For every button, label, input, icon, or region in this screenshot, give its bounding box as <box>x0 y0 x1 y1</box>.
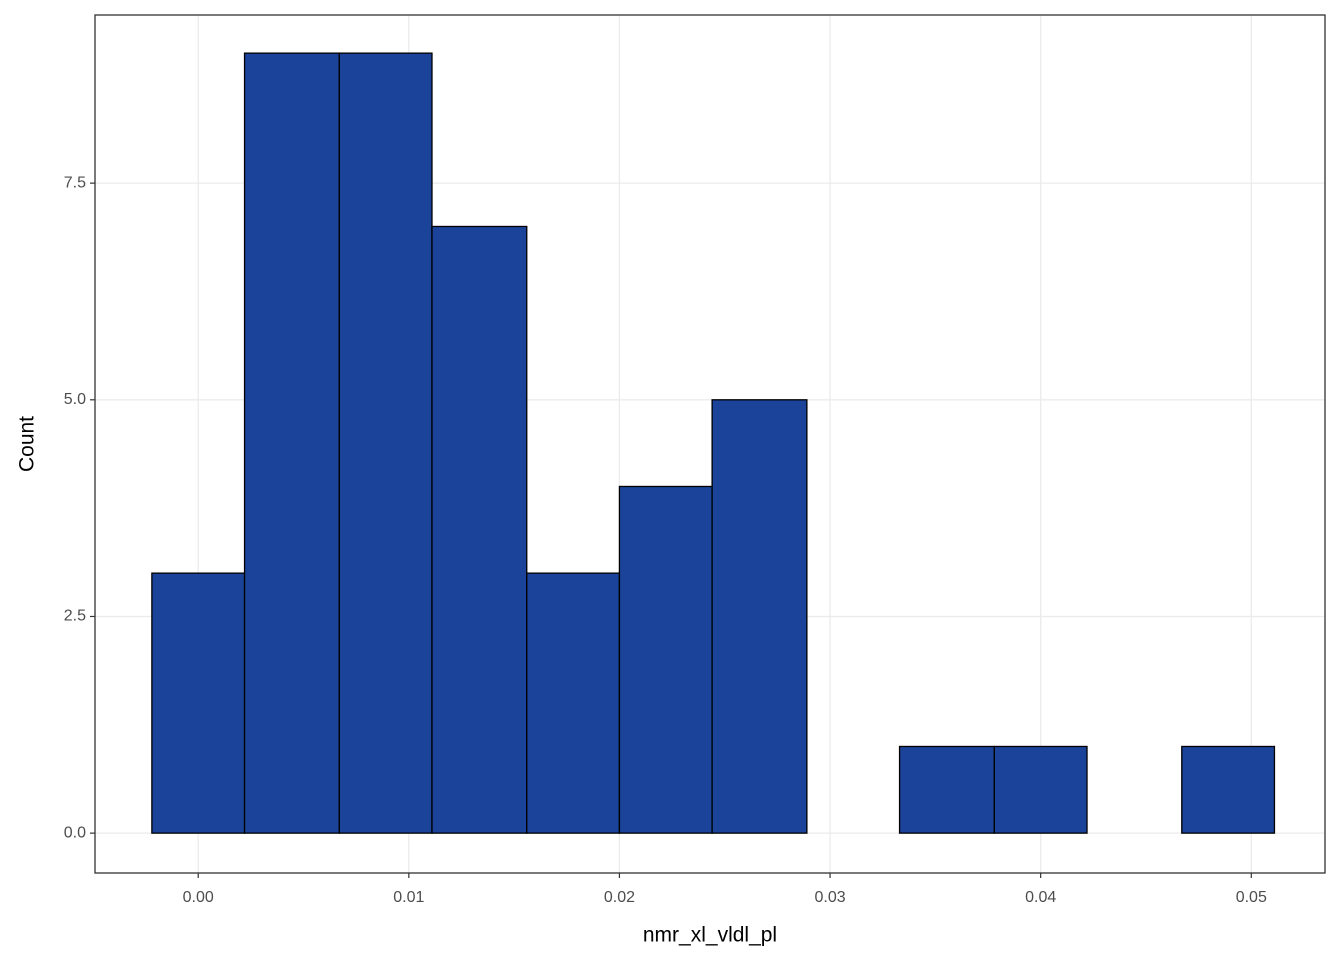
x-tick-label: 0.02 <box>604 889 635 906</box>
x-tick-label: 0.00 <box>183 889 214 906</box>
x-axis-title: nmr_xl_vldl_pl <box>643 924 777 947</box>
bar <box>711 399 808 834</box>
x-tick-label: 0.04 <box>1025 889 1056 906</box>
y-tick-label: 0.0 <box>64 824 86 841</box>
y-axis-title: Count <box>16 416 39 472</box>
bar <box>151 572 246 834</box>
bar <box>243 52 340 834</box>
y-tick-label: 7.5 <box>64 174 86 191</box>
x-tick-label: 0.03 <box>814 889 845 906</box>
bar <box>993 745 1088 834</box>
x-tick-label: 0.01 <box>393 889 424 906</box>
bar <box>431 225 528 834</box>
bar <box>1181 745 1276 834</box>
y-tick-label: 2.5 <box>64 608 86 625</box>
bar <box>618 485 713 834</box>
bar <box>898 745 995 834</box>
x-tick-label: 0.05 <box>1236 889 1267 906</box>
y-tick-label: 5.0 <box>64 391 86 408</box>
bar <box>526 572 621 834</box>
bar <box>338 52 433 834</box>
plot-border <box>94 14 1326 874</box>
